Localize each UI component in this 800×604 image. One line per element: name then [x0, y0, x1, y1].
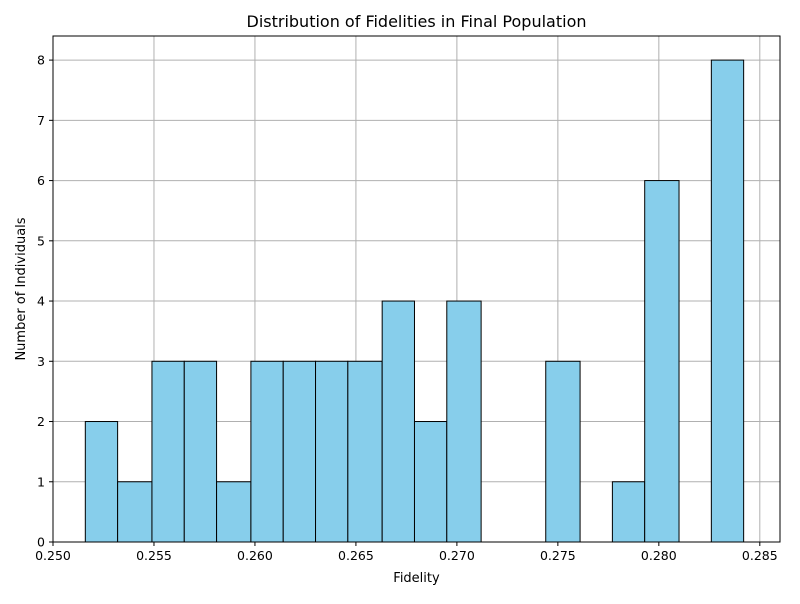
- y-tick-label-6: 6: [37, 173, 45, 188]
- histogram-bar-3: [183, 360, 218, 543]
- y-tick-label-0: 0: [37, 535, 45, 550]
- histogram-bar-16: [611, 481, 646, 543]
- x-tick-label-3: 0.265: [338, 548, 374, 563]
- histogram-bar-17: [644, 180, 680, 543]
- y-tick-label-3: 3: [37, 354, 45, 369]
- y-tick-label-1: 1: [37, 474, 45, 489]
- y-tick-label-4: 4: [37, 294, 45, 309]
- x-tick-label-1: 0.255: [136, 548, 172, 563]
- y-tick-label-7: 7: [37, 113, 45, 128]
- y-tick-label-8: 8: [37, 53, 45, 68]
- histogram-bar-5: [250, 360, 284, 543]
- histogram-bar-6: [282, 360, 317, 543]
- x-tick-label-6: 0.280: [641, 548, 677, 563]
- x-tick-label-2: 0.260: [237, 548, 273, 563]
- bar-layer: [84, 59, 745, 543]
- histogram-bar-8: [347, 360, 383, 543]
- x-tick-label-5: 0.275: [540, 548, 576, 563]
- histogram-bar-1: [117, 481, 153, 543]
- x-tick-label-0: 0.250: [35, 548, 71, 563]
- y-tick-label-2: 2: [37, 414, 45, 429]
- histogram-bar-14: [545, 360, 581, 543]
- histogram-bar-0: [84, 421, 119, 543]
- histogram-bar-2: [151, 360, 185, 543]
- y-axis-label: Number of Individuals: [14, 217, 29, 360]
- plot-frame: [52, 35, 781, 543]
- y-tick-label-5: 5: [37, 233, 45, 248]
- histogram-bar-4: [216, 481, 252, 543]
- tick-layer: 0.250 0.255 0.260 0.265 0.270 0.275 0.280 0.285…: [35, 53, 778, 563]
- x-tick-label-7: 0.285: [742, 548, 778, 563]
- histogram-bar-10: [413, 421, 448, 543]
- histogram-bar-19: [710, 59, 745, 543]
- x-tick-label-4: 0.270: [439, 548, 475, 563]
- histogram-bar-11: [446, 300, 482, 543]
- x-axis-label: Fidelity: [393, 571, 440, 586]
- histogram-bar-9: [381, 300, 415, 543]
- chart-title: Distribution of Fidelities in Final Popu…: [247, 12, 587, 31]
- histogram-bar-7: [315, 360, 349, 543]
